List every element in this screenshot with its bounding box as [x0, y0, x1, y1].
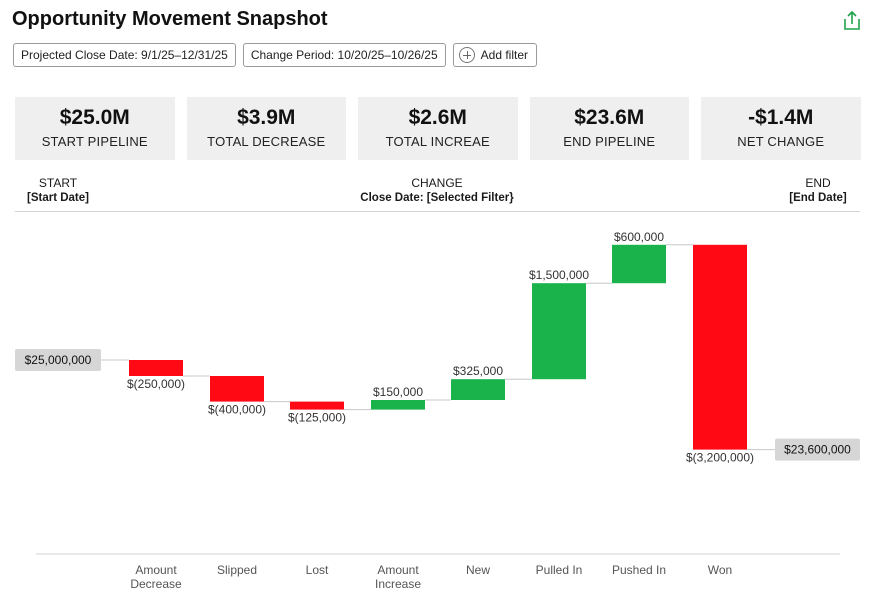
kpi-label: TOTAL DECREASE [207, 134, 326, 149]
plus-circle-icon [458, 47, 475, 63]
column-title: CHANGE [411, 176, 463, 190]
category-label: Pulled In [536, 563, 583, 577]
kpi-value: $3.9M [237, 106, 296, 129]
waterfall-bar [129, 360, 183, 376]
kpi-total-decrease: $3.9M TOTAL DECREASE [186, 97, 346, 160]
category-label: Lost [306, 563, 329, 577]
page-title: Opportunity Movement Snapshot [12, 8, 328, 30]
data-label: $600,000 [614, 230, 664, 244]
kpi-net-change: -$1.4M NET CHANGE [701, 97, 861, 160]
column-subtitle: Close Date: [Selected Filter} [360, 192, 514, 204]
change-period-filter[interactable]: Change Period: 10/20/25–10/26/25 [242, 43, 446, 67]
waterfall-bar [290, 401, 344, 410]
data-label: $325,000 [453, 364, 503, 378]
data-label: $(3,200,000) [686, 451, 754, 465]
data-label: $1,500,000 [529, 268, 589, 282]
kpi-value: $25.0M [59, 106, 130, 129]
end-value-label: $23,600,000 [784, 443, 851, 457]
kpi-label: END PIPELINE [563, 134, 656, 149]
header-divider [15, 211, 860, 212]
kpi-value: $2.6M [408, 106, 467, 129]
kpi-row: $25.0M START PIPELINE $3.9M TOTAL DECREA… [15, 97, 861, 160]
start-value-label: $25,000,000 [25, 353, 92, 367]
category-label: Amount Decrease [130, 563, 182, 591]
column-title: START [38, 176, 78, 190]
kpi-total-increase: $2.6M TOTAL INCREAE [358, 97, 518, 160]
add-filter-label: Add filter [480, 48, 528, 62]
column-subtitle: [Start Date] [27, 192, 89, 204]
add-filter-button[interactable]: Add filter [452, 43, 537, 67]
kpi-label: START PIPELINE [41, 134, 148, 149]
kpi-label: TOTAL INCREAE [385, 134, 490, 149]
waterfall-bar [693, 244, 747, 450]
close-date-filter[interactable]: Projected Close Date: 9/1/25–12/31/25 [13, 43, 236, 67]
share-icon[interactable] [842, 10, 862, 32]
data-label: $(250,000) [127, 377, 185, 391]
column-header-change: CHANGE Close Date: [Selected Filter} [337, 176, 537, 206]
data-label: $(125,000) [288, 411, 346, 425]
filter-bar: Projected Close Date: 9/1/25–12/31/25 Ch… [13, 43, 537, 67]
waterfall-bar [371, 400, 425, 410]
end-value-pill [775, 438, 860, 461]
category-label: Won [708, 563, 732, 577]
waterfall-bar [451, 379, 505, 400]
kpi-value: $23.6M [574, 106, 645, 129]
category-label: Amount Increase [375, 563, 421, 591]
kpi-value: -$1.4M [748, 106, 814, 129]
data-label: $(400,000) [208, 403, 266, 417]
category-label: New [466, 563, 490, 577]
waterfall-chart: $25,000,000 $(250,000) Amount Decrease $(400… [15, 230, 860, 591]
column-header-end: END [End Date] [777, 176, 859, 206]
waterfall-bar [532, 283, 586, 380]
waterfall-bar [210, 376, 264, 402]
column-subtitle: [End Date] [789, 192, 847, 204]
kpi-start-pipeline: $25.0M START PIPELINE [15, 97, 175, 160]
kpi-label: NET CHANGE [737, 134, 825, 149]
category-label: Slipped [217, 563, 257, 577]
start-value-pill [15, 349, 101, 371]
data-label: $150,000 [373, 385, 423, 399]
column-title: END [805, 176, 831, 190]
category-label: Pushed In [612, 563, 666, 577]
kpi-end-pipeline: $23.6M END PIPELINE [529, 97, 689, 160]
column-header-start: START [Start Date] [18, 176, 98, 206]
waterfall-bar [612, 244, 666, 284]
